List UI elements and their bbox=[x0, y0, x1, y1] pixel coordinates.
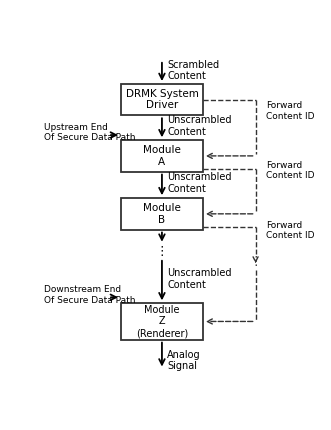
Bar bbox=[121, 198, 203, 230]
Text: Module
Z
(Renderer): Module Z (Renderer) bbox=[136, 305, 188, 338]
Bar bbox=[121, 303, 203, 340]
Text: ⋮: ⋮ bbox=[156, 245, 168, 258]
Text: DRMK System
Driver: DRMK System Driver bbox=[125, 89, 198, 111]
Text: ⋮: ⋮ bbox=[249, 255, 262, 268]
Text: Forward
Content ID: Forward Content ID bbox=[266, 161, 314, 181]
Text: Upstream End
Of Secure Data Path: Upstream End Of Secure Data Path bbox=[44, 123, 135, 142]
Bar bbox=[121, 84, 203, 115]
Text: Module
B: Module B bbox=[143, 203, 181, 224]
Text: Downstream End
Of Secure Data Path: Downstream End Of Secure Data Path bbox=[44, 285, 135, 305]
Text: Forward
Content ID: Forward Content ID bbox=[266, 101, 314, 121]
Text: Forward
Content ID: Forward Content ID bbox=[266, 221, 314, 240]
Text: Scrambled
Content: Scrambled Content bbox=[167, 60, 219, 81]
Text: Unscrambled
Content: Unscrambled Content bbox=[167, 115, 232, 137]
Text: Unscrambled
Content: Unscrambled Content bbox=[167, 172, 232, 194]
Bar bbox=[121, 140, 203, 172]
Text: Analog
Signal: Analog Signal bbox=[167, 350, 201, 371]
Text: Unscrambled
Content: Unscrambled Content bbox=[167, 268, 232, 290]
Text: Module
A: Module A bbox=[143, 145, 181, 167]
